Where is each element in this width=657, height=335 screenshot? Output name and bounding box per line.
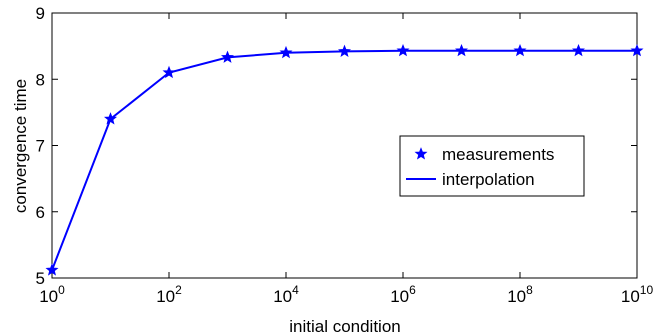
legend-label: interpolation — [442, 170, 535, 189]
y-tick-label: 6 — [36, 203, 45, 222]
y-axis-title: convergence time — [11, 79, 30, 213]
y-tick-label: 7 — [36, 137, 45, 156]
data-point-star — [396, 43, 410, 57]
legend: measurements interpolation — [399, 135, 585, 197]
data-point-star — [630, 43, 644, 57]
x-tick-label: 102 — [156, 283, 182, 306]
legend-label: measurements — [442, 145, 554, 164]
x-axis-title: initial condition — [289, 317, 401, 335]
y-tick-label: 8 — [36, 70, 45, 89]
data-point-star — [338, 44, 351, 57]
x-tick-label: 106 — [390, 283, 416, 306]
data-point-star — [221, 50, 234, 63]
x-tick-label: 100 — [39, 283, 65, 306]
data-point-star — [513, 43, 527, 57]
data-point-star — [455, 43, 468, 57]
data-point-star — [45, 263, 59, 276]
data-point-star — [572, 43, 585, 57]
x-tick-label: 1010 — [621, 283, 654, 306]
data-point-star — [162, 65, 176, 79]
legend-box — [399, 135, 585, 197]
data-point-star — [279, 45, 293, 59]
y-tick-label: 5 — [36, 269, 45, 288]
x-tick-label: 104 — [273, 283, 299, 306]
y-tick-label: 9 — [36, 4, 45, 23]
x-tick-label: 108 — [507, 283, 533, 306]
legend-marker-star — [414, 147, 428, 160]
data-point-star — [104, 112, 117, 125]
